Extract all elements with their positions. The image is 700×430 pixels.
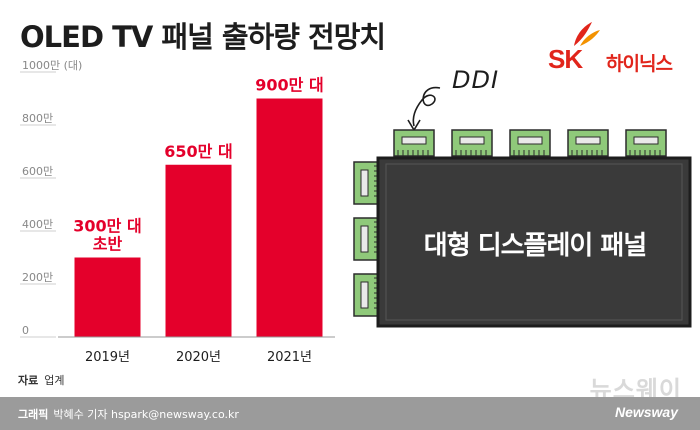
- butterfly-icon: [574, 22, 600, 46]
- footer-bar: 그래픽 박혜수 기자 hspark@newsway.co.kr: [0, 397, 700, 430]
- logo-name: 하이닉스: [606, 53, 673, 75]
- page-title: OLED TV 패널 출하량 전망치: [20, 20, 386, 54]
- ddi-label: DDI: [452, 66, 500, 94]
- ddi-chip: [509, 129, 551, 157]
- bar: [165, 164, 232, 337]
- y-tick-label: 0: [22, 324, 29, 337]
- source-label: 자료: [18, 374, 39, 387]
- y-tick-label: 800만: [22, 112, 53, 125]
- ddi-chip: [625, 129, 667, 157]
- bar: [256, 98, 323, 337]
- left-ddi-chips: [353, 161, 381, 317]
- x-tick-label: 2021년: [267, 350, 312, 365]
- y-axis: 0 200만 400만 600만 800만 1000만 (대): [20, 60, 82, 338]
- display-panel: [376, 156, 692, 328]
- y-tick-label: 400만: [22, 218, 53, 231]
- data-label: 300만 대: [73, 217, 141, 236]
- newsway-logo: Newsway: [614, 404, 678, 420]
- credit-text: 박혜수 기자 hspark@newsway.co.kr: [53, 408, 239, 421]
- source-text: 업계: [44, 374, 65, 387]
- ddi-chip: [353, 273, 381, 317]
- credit-label: 그래픽: [18, 408, 49, 421]
- sk-hynix-logo: SK 하이닉스: [548, 22, 688, 78]
- ddi-chip: [353, 217, 381, 261]
- bars: [74, 98, 323, 337]
- ddi-arrow: [412, 86, 441, 127]
- top-ddi-chips: [393, 129, 667, 157]
- ddi-chip: [567, 129, 609, 157]
- data-label: 900만 대: [255, 76, 323, 95]
- ddi-chip: [393, 129, 435, 157]
- y-tick-label: 1000만 (대): [22, 60, 82, 72]
- data-labels: 300만 대초반 650만 대 900만 대: [73, 76, 323, 254]
- panel-label: 대형 디스플레이 패널: [423, 231, 647, 261]
- shipment-bar-chart: 0 200만 400만 600만 800만 1000만 (대) 2019년 2020년 202…: [20, 60, 335, 365]
- ddi-chip: [451, 129, 493, 157]
- data-label: 650만 대: [164, 142, 232, 161]
- x-tick-label: 2019년: [85, 350, 130, 365]
- x-axis: 2019년 2020년 2021년: [58, 336, 335, 365]
- y-tick-label: 600만: [22, 165, 53, 178]
- panel-diagram: [348, 60, 700, 370]
- bar: [74, 257, 141, 337]
- source-note: 자료 업계: [18, 372, 65, 388]
- data-label: 초반: [93, 235, 123, 254]
- ddi-chip: [353, 161, 381, 205]
- y-tick-label: 200만: [22, 271, 53, 284]
- graphic-credit: 그래픽 박혜수 기자 hspark@newsway.co.kr: [18, 406, 239, 422]
- logo-sk: SK: [548, 44, 583, 74]
- x-tick-label: 2020년: [176, 350, 221, 365]
